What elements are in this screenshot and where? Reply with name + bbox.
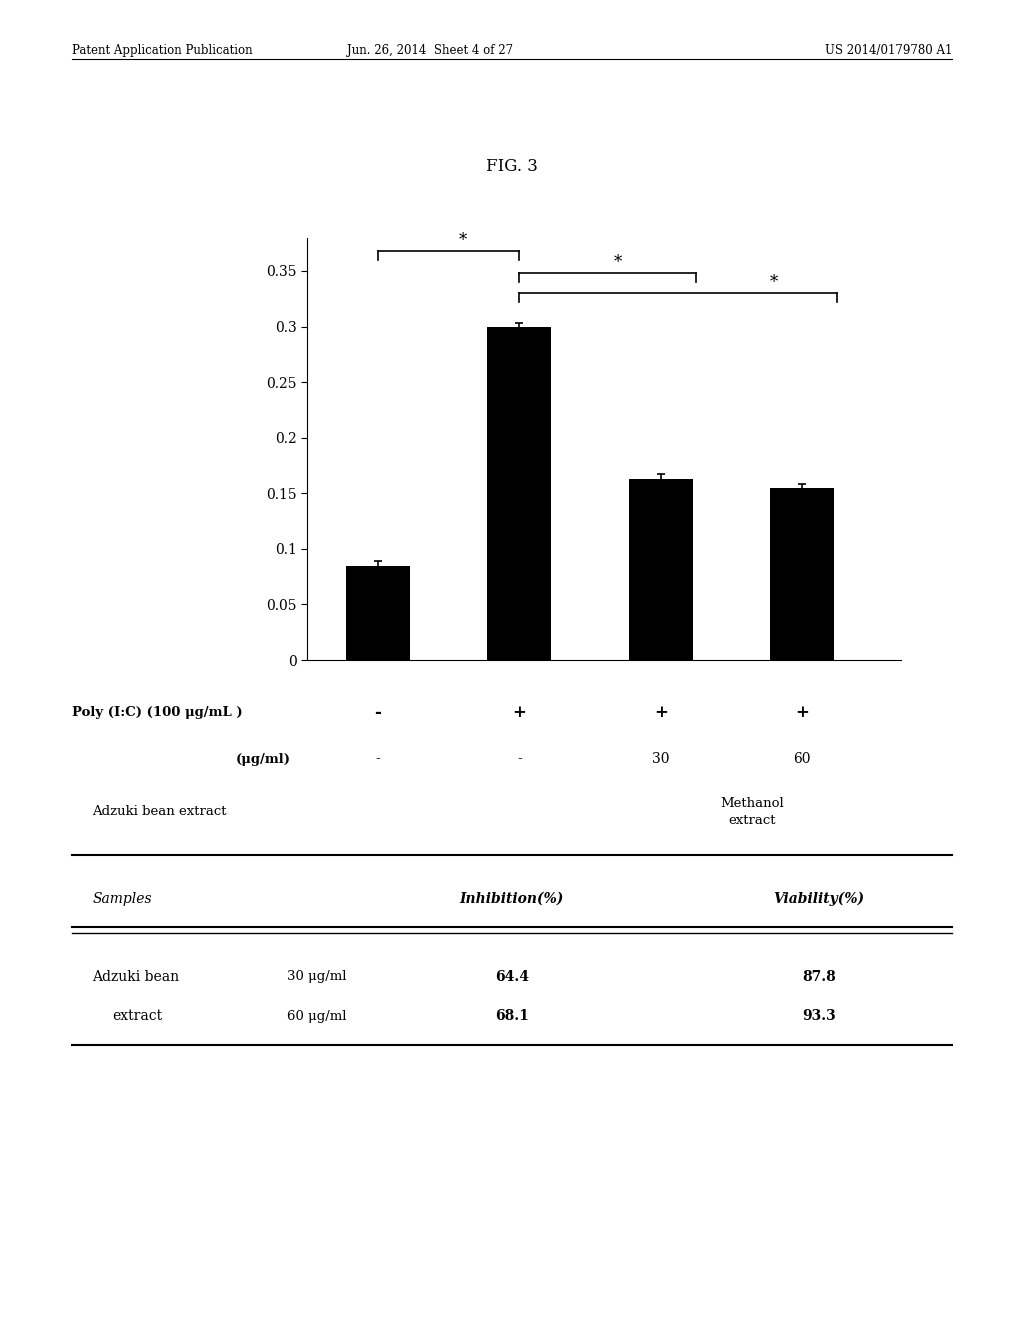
Text: FIG. 3: FIG. 3 [486,158,538,176]
Text: Adzuki bean extract: Adzuki bean extract [92,805,226,818]
Text: 30: 30 [652,752,670,766]
Bar [629,479,692,660]
Text: -: - [375,705,381,721]
Text: 60 μg/ml: 60 μg/ml [287,1010,346,1023]
Text: -: - [517,752,521,766]
Text: Inhibition(%): Inhibition(%) [460,892,564,906]
Text: *: * [614,253,623,271]
Text: +: + [512,705,526,721]
Bar [487,326,551,660]
Text: 30 μg/ml: 30 μg/ml [287,970,346,983]
Text: extract: extract [113,1010,163,1023]
Text: 64.4: 64.4 [495,970,529,983]
Text: 87.8: 87.8 [803,970,836,983]
Bar [346,565,410,660]
Text: *: * [459,232,467,248]
Text: -: - [376,752,380,766]
Text: *: * [770,275,778,290]
Text: +: + [653,705,668,721]
Bar [770,487,834,660]
Text: Methanol
extract: Methanol extract [720,797,783,826]
Text: 60: 60 [794,752,811,766]
Text: 93.3: 93.3 [803,1010,836,1023]
Text: Jun. 26, 2014  Sheet 4 of 27: Jun. 26, 2014 Sheet 4 of 27 [347,44,513,57]
Text: +: + [796,705,809,721]
Text: Samples: Samples [92,892,152,906]
Text: (μg/ml): (μg/ml) [236,752,291,766]
Text: Poly (I:C) (100 μg/mL ): Poly (I:C) (100 μg/mL ) [72,706,243,719]
Text: Patent Application Publication: Patent Application Publication [72,44,252,57]
Text: 68.1: 68.1 [495,1010,529,1023]
Text: Adzuki bean: Adzuki bean [92,970,179,983]
Text: Viability(%): Viability(%) [774,892,864,906]
Text: US 2014/0179780 A1: US 2014/0179780 A1 [825,44,952,57]
